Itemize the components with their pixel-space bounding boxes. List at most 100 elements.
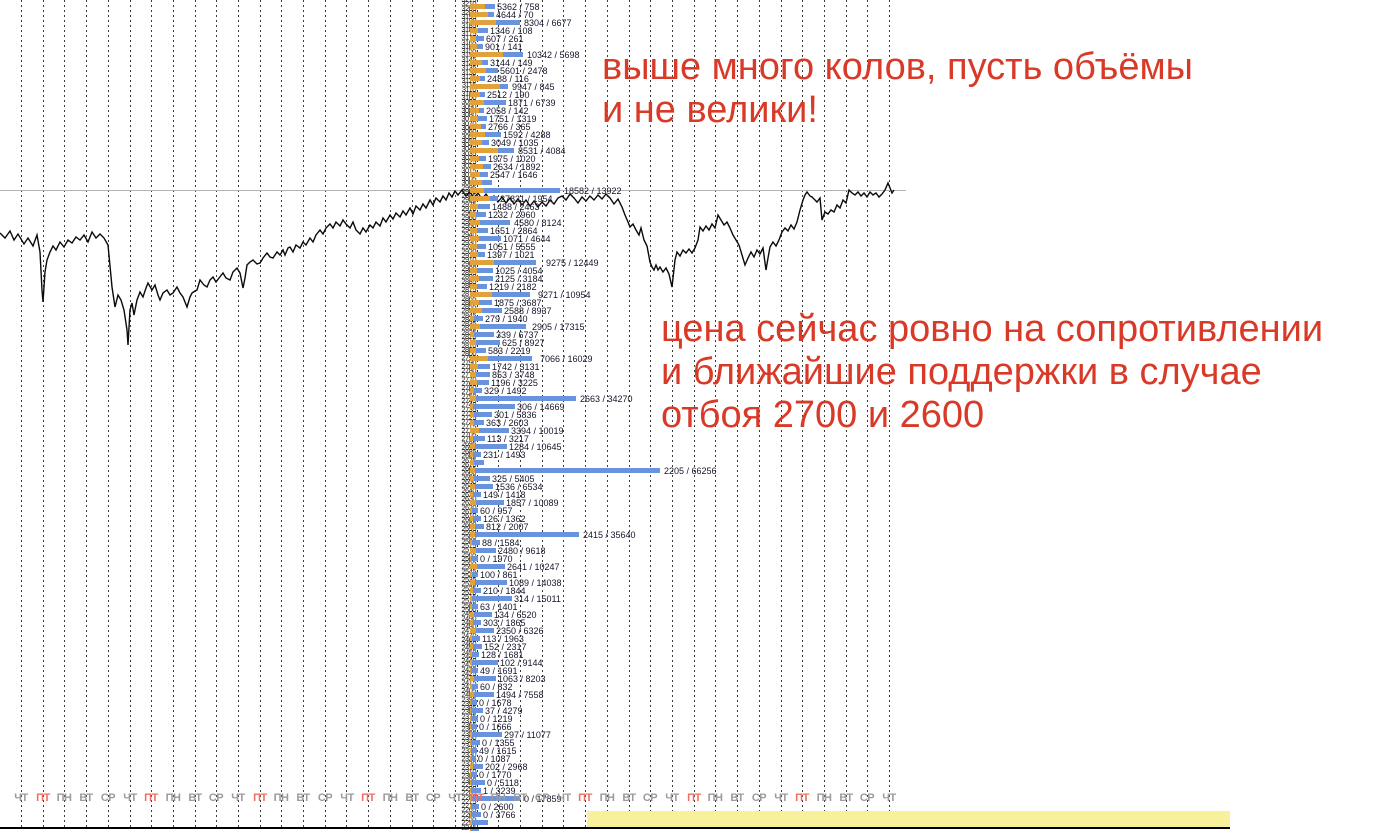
profile-row-label: 5362 / 758 xyxy=(497,1,540,12)
profile-row-label: 297 / 11077 xyxy=(504,729,551,740)
day-label: ПТ xyxy=(687,792,701,804)
price-tick: 2430 xyxy=(461,664,476,674)
price-tick: 3120 xyxy=(461,76,476,86)
profile-row: 10342 / 5698 xyxy=(470,46,580,60)
profile-row-label: 0 / 1666 xyxy=(479,721,512,732)
price-tick: 2520 xyxy=(461,587,476,597)
profile-row: 0 / 3766 xyxy=(470,806,516,820)
calls-bar xyxy=(470,508,472,514)
profile-row: 363 / 2603 xyxy=(470,414,529,428)
day-label: ЧТ xyxy=(774,792,788,804)
price-tick: 2320 xyxy=(461,758,476,768)
gridline xyxy=(650,0,651,827)
profile-row: 306 / 14669 xyxy=(470,398,565,412)
profile-row-label: 2125 / 3184 xyxy=(495,273,543,284)
profile-row-label: 8304 / 6677 xyxy=(524,17,572,28)
price-tick: 2705 xyxy=(461,430,476,440)
price-tick: 3035 xyxy=(461,148,476,158)
price-tick: 2590 xyxy=(461,528,476,538)
profile-row: 1742 / 3131 xyxy=(470,358,540,372)
profile-row-label: 325 / 5405 xyxy=(492,473,535,484)
price-tick: 2310 xyxy=(461,767,476,777)
price-tick: 2985 xyxy=(461,191,476,201)
profile-row-label: 113 / 3217 xyxy=(487,433,529,444)
price-tick: 3090 xyxy=(461,101,476,111)
calls-bar xyxy=(470,180,482,186)
gridline xyxy=(216,0,217,827)
day-label: СР xyxy=(317,792,333,804)
puts-bar xyxy=(472,540,480,546)
price-tick: 3015 xyxy=(461,165,476,175)
profile-row: 325 / 5405 xyxy=(470,470,535,484)
profile-row: 1875 / 3687 xyxy=(470,294,542,308)
profile-row-label: 128 / 1681 xyxy=(481,649,524,660)
profile-row-label: 2415 / 35640 xyxy=(583,529,636,540)
price-tick: 2420 xyxy=(461,673,476,683)
gridline xyxy=(498,0,499,827)
profile-row-label: 812 / 2007 xyxy=(486,521,529,532)
profile-row-label: 37 / 4279 xyxy=(485,705,523,716)
price-tick: 3105 xyxy=(461,88,476,98)
calls-bar xyxy=(470,212,476,218)
price-tick: 2250 xyxy=(461,818,476,828)
puts-bar xyxy=(484,188,560,194)
price-tick: 2515 xyxy=(461,592,476,602)
puts-bar xyxy=(474,692,494,698)
price-tick: 2490 xyxy=(461,613,476,623)
price-tick: 2770 xyxy=(461,374,476,384)
puts-bar xyxy=(494,260,536,266)
price-tick: 2970 xyxy=(461,204,476,214)
puts-bar xyxy=(476,212,486,218)
profile-row: 134 / 6520 xyxy=(470,606,537,620)
calls-bar xyxy=(470,716,471,722)
puts-bar xyxy=(471,700,477,706)
profile-row: 853 / 3748 xyxy=(470,366,535,380)
day-label: ПТ xyxy=(144,792,158,804)
profile-row-label: 1742 / 3131 xyxy=(492,361,540,372)
price-tick: 2485 xyxy=(461,617,476,627)
price-tick: 2610 xyxy=(461,511,476,521)
price-tick: 3195 xyxy=(461,12,476,22)
profile-row-label: 1346 / 108 xyxy=(490,25,533,36)
price-tick: 2785 xyxy=(461,361,476,371)
price-tick: 2840 xyxy=(461,314,476,324)
puts-bar xyxy=(471,724,477,730)
profile-row: 1871 / 6739 xyxy=(470,94,556,108)
profile-row: 3049 / 1035 xyxy=(470,134,539,148)
gridline xyxy=(759,0,760,827)
price-tick: 2740 xyxy=(461,400,476,410)
price-tick: 2525 xyxy=(461,583,476,593)
day-label: ЧТ xyxy=(557,792,571,804)
day-label: ПН xyxy=(165,792,181,804)
day-label: ВТ xyxy=(622,792,636,804)
gridline xyxy=(238,0,239,827)
profile-row-label: 113 / 1963 xyxy=(482,633,524,644)
price-tick: 2935 xyxy=(461,233,476,243)
price-tick: 3165 xyxy=(461,37,476,47)
profile-row-label: 27831 / 1954 xyxy=(500,193,553,204)
puts-bar xyxy=(475,524,484,530)
day-label: СР xyxy=(100,792,116,804)
price-tick: 2340 xyxy=(461,741,476,751)
gridline xyxy=(737,0,738,827)
price-tick: 2395 xyxy=(461,694,476,704)
price-tick: 2345 xyxy=(461,737,476,747)
price-tick: 2695 xyxy=(461,438,476,448)
profile-row: 1751 / 1319 xyxy=(470,110,537,124)
gridline xyxy=(151,0,152,827)
calls-bar xyxy=(470,372,476,378)
price-tick: 3040 xyxy=(461,144,476,154)
profile-row: 2634 / 1892 xyxy=(470,158,541,172)
calls-bar xyxy=(470,404,473,410)
profile-row: 60 / 957 xyxy=(470,502,513,516)
price-tick: 2790 xyxy=(461,357,476,367)
profile-row: 303 / 1865 xyxy=(470,614,526,628)
price-tick: 2975 xyxy=(461,199,476,209)
price-tick: 3135 xyxy=(461,63,476,73)
puts-bar xyxy=(472,660,498,666)
calls-bar xyxy=(470,244,477,250)
calls-bar xyxy=(470,52,503,58)
profile-row-label: 3394 / 10019 xyxy=(511,425,564,436)
profile-row-label: 152 / 2317 xyxy=(484,641,527,652)
profile-row: 339 / 6737 xyxy=(470,326,539,340)
